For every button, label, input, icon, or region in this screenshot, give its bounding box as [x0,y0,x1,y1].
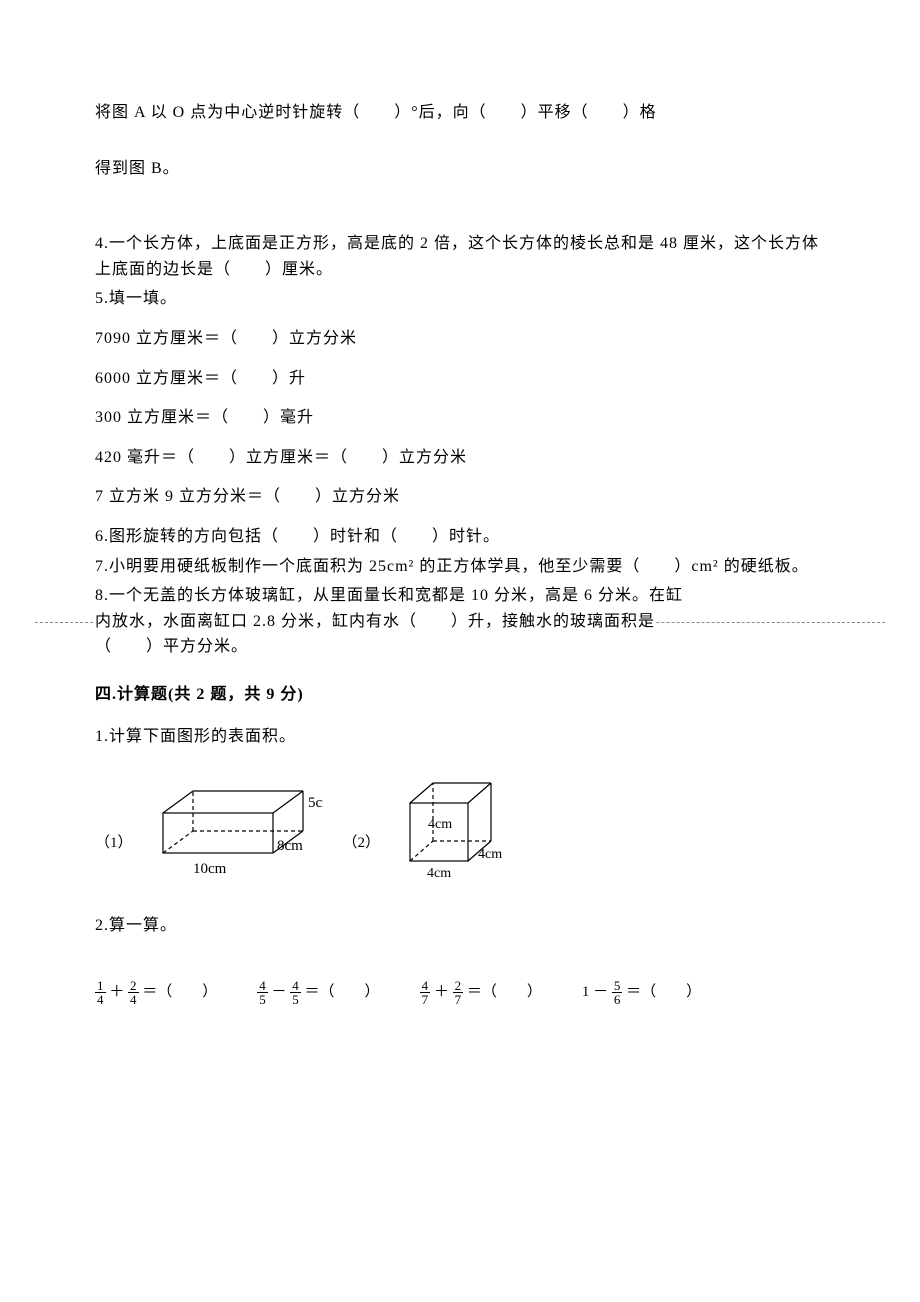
q5-item-2: 300 立方厘米＝（ ）毫升 [95,405,825,431]
q5-title: 5.填一填。 [95,286,825,312]
cube-length-label: 4cm [427,866,451,881]
cuboid-length-label: 10cm [193,861,227,877]
fig2-label: （2） [343,831,381,883]
q8-line-a: 8.一个无盖的长方体玻璃缸，从里面量长和宽都是 10 分米，高是 6 分米。在缸 [95,583,825,609]
q5-item-3: 420 毫升＝（ ）立方厘米＝（ ）立方分米 [95,445,825,471]
cube-figure: 4cm 4cm 4cm [400,773,530,883]
q8-line-b: 内放水，水面离缸口 2.8 分米，缸内有水（ ）升，接触水的玻璃面积是 [95,613,655,630]
q5-item-0: 7090 立方厘米＝（ ）立方分米 [95,326,825,352]
section4-title: 四.计算题(共 2 题，共 9 分) [95,682,825,708]
q6: 6.图形旋转的方向包括（ ）时针和（ ）时针。 [95,524,825,550]
fraction-item-2: 47 ＋ 27 ＝（ ） [420,979,542,1006]
q7: 7.小明要用硬纸板制作一个底面积为 25cm² 的正方体学具，他至少需要（ ）c… [95,554,825,580]
fig1-label: （1） [95,831,133,883]
figure-row: （1） 5cm 8cm 10cm （2） [95,773,825,883]
calc-q1: 1.计算下面图形的表面积。 [95,724,825,750]
q4: 4.一个长方体，上底面是正方形，高是底的 2 倍，这个长方体的棱长总和是 48 … [95,231,825,282]
q8-dashed-row: 内放水，水面离缸口 2.8 分米，缸内有水（ ）升，接触水的玻璃面积是 [95,609,825,635]
q8-line-c: （ ）平方分米。 [95,634,825,660]
q3-line2: 得到图 B。 [95,156,825,182]
q5-item-4: 7 立方米 9 立方分米＝（ ）立方分米 [95,484,825,510]
fraction-row: 14 ＋ 24 ＝（ ） 45 － 45 ＝（ ） 47 ＋ 27 ＝（ ） 1 － … [95,979,825,1006]
cuboid-figure: 5cm 8cm 10cm [153,773,323,883]
fraction-item-1: 45 － 45 ＝（ ） [257,979,379,1006]
cube-width-label: 4cm [478,847,502,862]
cuboid-height-label: 5cm [308,795,323,811]
q3-line1: 将图 A 以 O 点为中心逆时针旋转（ ）°后，向（ ）平移（ ）格 [95,100,825,126]
fraction-item-0: 14 ＋ 24 ＝（ ） [95,979,217,1006]
q5-item-1: 6000 立方厘米＝（ ）升 [95,366,825,392]
calc-q2: 2.算一算。 [95,913,825,939]
cuboid-width-label: 8cm [277,838,303,854]
fraction-item-3: 1 － 56 ＝（ ） [582,979,701,1006]
cube-height-label: 4cm [428,817,452,832]
